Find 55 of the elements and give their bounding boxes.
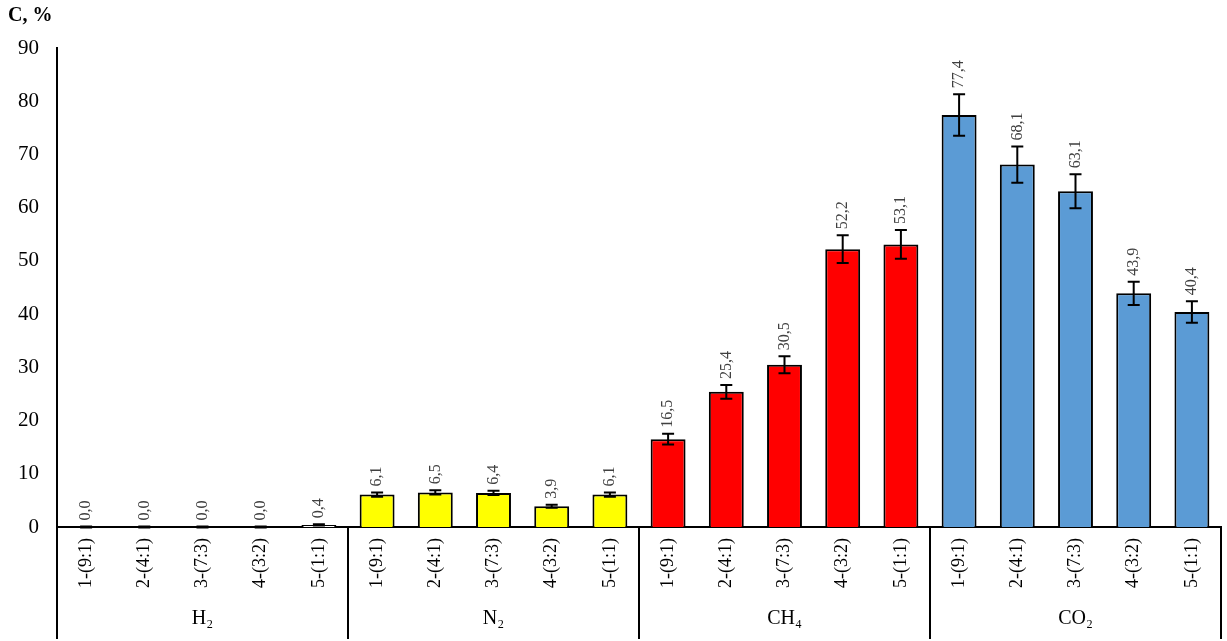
data-label: 30,5 xyxy=(774,322,792,351)
x-tick-label: 2-(4:1) xyxy=(424,538,446,588)
x-tick-label: 4-(3:2) xyxy=(831,538,853,588)
x-tick-label: 1-(9:1) xyxy=(74,538,96,588)
x-tick-label: 5-(1:1) xyxy=(598,538,620,588)
data-label: 63,1 xyxy=(1065,140,1083,169)
data-label: 6,1 xyxy=(367,466,385,487)
data-label: 40,4 xyxy=(1182,267,1200,296)
data-label: 0,0 xyxy=(250,500,268,521)
y-tick-label: 20 xyxy=(18,407,39,432)
data-label: 52,2 xyxy=(832,201,850,230)
x-tick-label: 4-(3:2) xyxy=(249,538,271,588)
data-label: 25,4 xyxy=(716,350,734,379)
data-label: 0,0 xyxy=(192,500,210,521)
data-label: 0,0 xyxy=(134,500,152,521)
y-tick-label: 30 xyxy=(18,353,39,378)
y-tick-label: 0 xyxy=(28,513,39,538)
x-tick-label: 3-(7:3) xyxy=(773,538,795,588)
data-label: 77,4 xyxy=(949,60,967,89)
data-label: 0,0 xyxy=(76,500,94,521)
text: CO₂ xyxy=(1058,606,1093,629)
x-tick-label: 1-(9:1) xyxy=(365,538,387,588)
data-label: 43,9 xyxy=(1123,247,1141,276)
data-label: 16,5 xyxy=(658,399,676,428)
y-tick-label: 80 xyxy=(18,87,39,112)
data-label: 6,1 xyxy=(600,466,618,487)
x-tick-label: 4-(3:2) xyxy=(540,538,562,588)
data-label: 0,4 xyxy=(309,498,327,519)
text: N₂ xyxy=(482,606,505,629)
x-tick-label: 5-(1:1) xyxy=(889,538,911,588)
data-label: 53,1 xyxy=(891,196,909,225)
text: CH₄ xyxy=(767,606,802,629)
x-tick-label: 1-(9:1) xyxy=(947,538,969,588)
text: H₂ xyxy=(191,606,214,629)
y-tick-label: 50 xyxy=(18,247,39,272)
x-tick-label: 5-(1:1) xyxy=(307,538,329,588)
y-axis-title: C, % xyxy=(8,3,53,26)
y-tick-label: 90 xyxy=(18,34,39,59)
x-tick-label: 4-(3:2) xyxy=(1122,538,1144,588)
x-tick-label: 5-(1:1) xyxy=(1180,538,1202,588)
y-tick-label: 40 xyxy=(18,300,39,325)
x-tick-label: 2-(4:1) xyxy=(1006,538,1028,588)
x-tick-label: 2-(4:1) xyxy=(715,538,737,588)
x-tick-label: 2-(4:1) xyxy=(133,538,155,588)
x-tick-label: 3-(7:3) xyxy=(482,538,504,588)
x-tick-label: 3-(7:3) xyxy=(191,538,213,588)
data-label: 3,9 xyxy=(541,478,559,499)
x-tick-label: 1-(9:1) xyxy=(656,538,678,588)
data-label: 6,5 xyxy=(425,464,443,485)
y-tick-label: 10 xyxy=(18,460,39,485)
x-tick-label: 3-(7:3) xyxy=(1064,538,1086,588)
data-label: 68,1 xyxy=(1007,112,1025,141)
y-tick-label: 60 xyxy=(18,194,39,219)
data-label: 6,4 xyxy=(483,464,501,485)
y-tick-label: 70 xyxy=(18,140,39,165)
